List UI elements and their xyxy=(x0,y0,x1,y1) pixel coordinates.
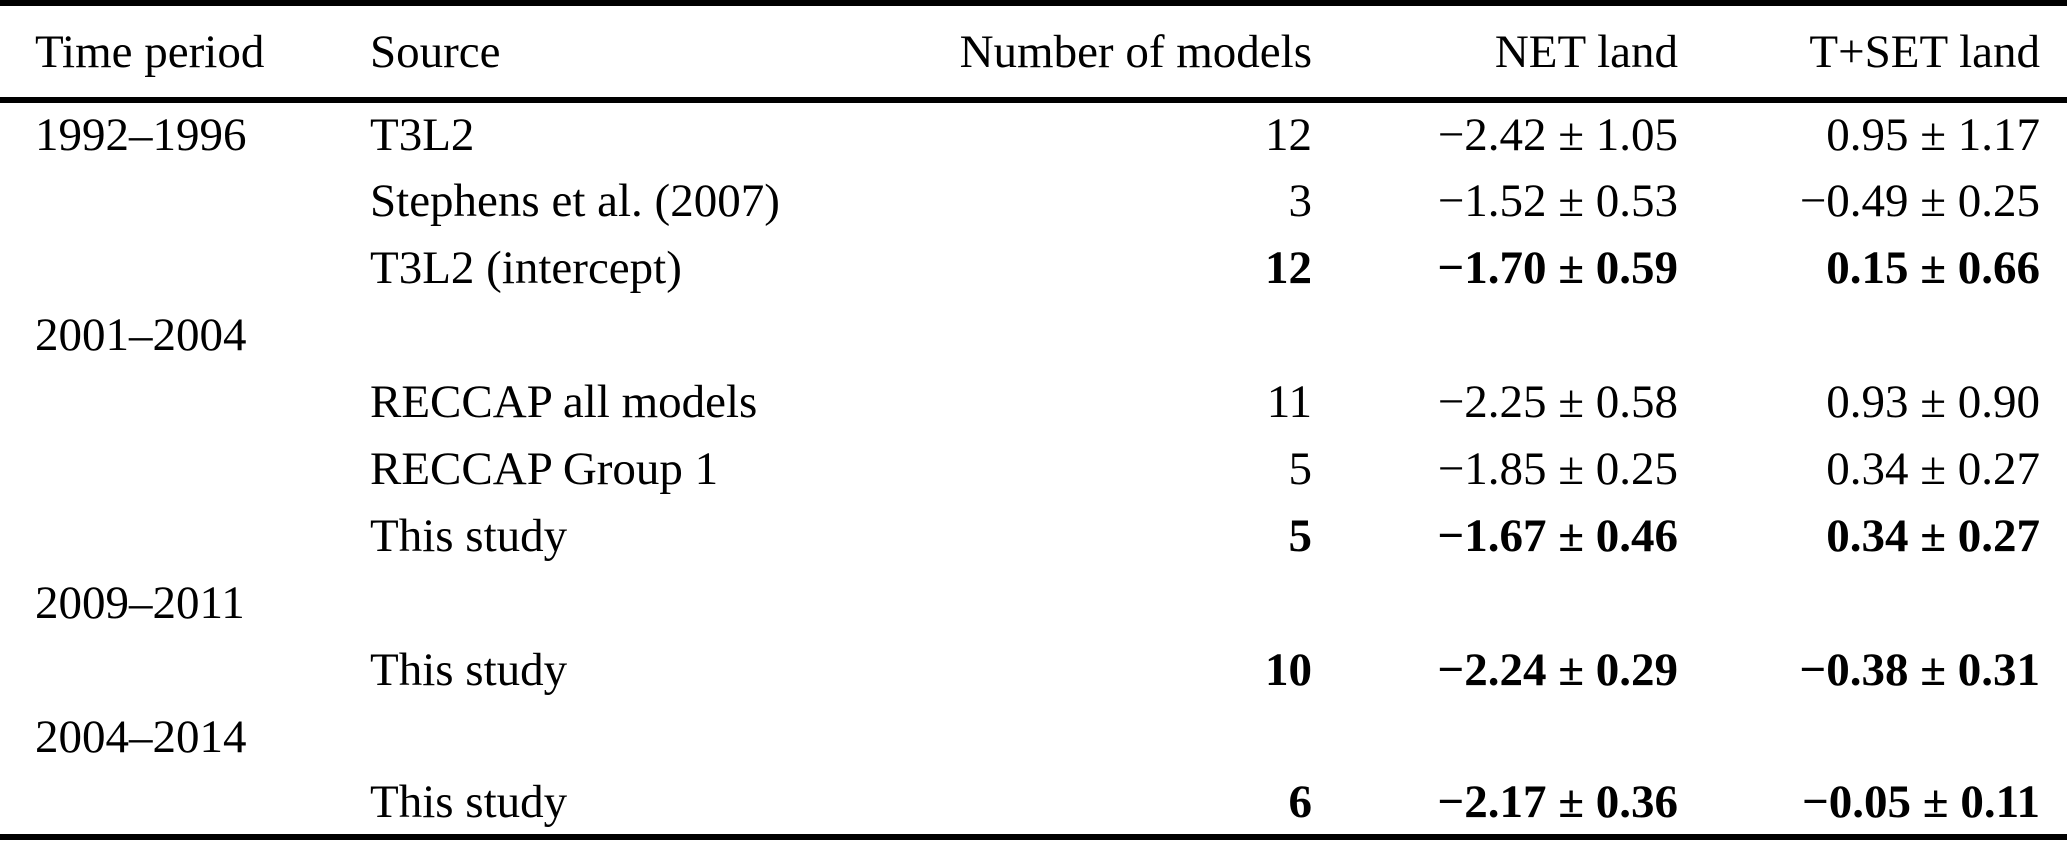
cell-t-set-land xyxy=(1678,301,2067,368)
cell-time-period xyxy=(0,770,370,837)
cell-source xyxy=(370,703,910,770)
cell-number-of-models xyxy=(910,569,1312,636)
table-row: 2009–2011 xyxy=(0,569,2067,636)
cell-t-set-land: −0.38 ± 0.31 xyxy=(1799,643,2040,696)
column-header-time-period: Time period xyxy=(0,3,370,103)
cell-net-land xyxy=(1312,301,1678,368)
header-row: Time period Source Number of models NET lan… xyxy=(0,3,2067,103)
cell-t-set-land: 0.95 ± 1.17 xyxy=(1826,109,2040,161)
cell-time-period xyxy=(0,167,370,234)
cell-net-land: −1.52 ± 0.53 xyxy=(1437,174,1678,227)
table-row: 2004–2014 xyxy=(0,703,2067,770)
cell-time-period: 2001–2004 xyxy=(35,308,247,361)
table-row: RECCAP Group 1 5 −1.85 ± 0.25 0.34 ± 0.27 xyxy=(0,435,2067,502)
cell-source: Stephens et al. (2007) xyxy=(370,174,780,227)
cell-net-land: −1.70 ± 0.59 xyxy=(1437,241,1678,294)
cell-number-of-models: 11 xyxy=(1266,375,1312,428)
column-header-net-land: NET land xyxy=(1312,3,1678,103)
cell-source xyxy=(370,301,910,368)
cell-number-of-models: 5 xyxy=(1288,509,1313,562)
table-row: This study 10 −2.24 ± 0.29 −0.38 ± 0.31 xyxy=(0,636,2067,703)
table-row: This study 5 −1.67 ± 0.46 0.34 ± 0.27 xyxy=(0,502,2067,569)
cell-number-of-models: 10 xyxy=(1265,643,1312,696)
cell-number-of-models: 5 xyxy=(1288,442,1313,495)
cell-net-land: −1.85 ± 0.25 xyxy=(1437,442,1678,495)
table-row: Stephens et al. (2007) 3 −1.52 ± 0.53 −0.49… xyxy=(0,167,2067,234)
cell-net-land: −2.24 ± 0.29 xyxy=(1437,643,1678,696)
cell-net-land: −2.17 ± 0.36 xyxy=(1437,776,1678,828)
cell-t-set-land xyxy=(1678,569,2067,636)
column-header-t-set-land: T+SET land xyxy=(1678,3,2067,103)
cell-t-set-land: 0.15 ± 0.66 xyxy=(1826,241,2040,294)
cell-time-period: 2009–2011 xyxy=(35,576,245,629)
cell-time-period: 1992–1996 xyxy=(35,109,247,161)
cell-number-of-models: 12 xyxy=(1265,109,1312,161)
cell-t-set-land xyxy=(1678,703,2067,770)
cell-time-period xyxy=(0,502,370,569)
column-header-number-of-models: Number of models xyxy=(910,3,1312,103)
cell-source: RECCAP all models xyxy=(370,375,758,428)
table-row: T3L2 (intercept) 12 −1.70 ± 0.59 0.15 ± 0.6… xyxy=(0,234,2067,301)
cell-number-of-models: 3 xyxy=(1288,174,1313,227)
results-table: Time period Source Number of models NET lan… xyxy=(0,0,2067,840)
cell-net-land: −2.25 ± 0.58 xyxy=(1437,375,1678,428)
column-header-source: Source xyxy=(370,3,910,103)
cell-t-set-land: 0.34 ± 0.27 xyxy=(1826,509,2040,562)
cell-net-land xyxy=(1312,703,1678,770)
cell-source: This study xyxy=(370,643,568,696)
cell-time-period xyxy=(0,435,370,502)
cell-number-of-models: 6 xyxy=(1288,776,1313,828)
cell-t-set-land: 0.34 ± 0.27 xyxy=(1826,442,2040,495)
cell-number-of-models: 12 xyxy=(1265,241,1312,294)
cell-time-period xyxy=(0,234,370,301)
table-row: 1992–1996 T3L2 12 −2.42 ± 1.05 0.95 ± 1.17 xyxy=(0,100,2067,167)
cell-net-land: −2.42 ± 1.05 xyxy=(1437,109,1678,161)
cell-net-land: −1.67 ± 0.46 xyxy=(1437,509,1678,562)
table-row: 2001–2004 xyxy=(0,301,2067,368)
cell-number-of-models xyxy=(910,703,1312,770)
cell-net-land xyxy=(1312,569,1678,636)
table-row: RECCAP all models 11 −2.25 ± 0.58 0.93 ± 0.… xyxy=(0,368,2067,435)
cell-t-set-land: −0.05 ± 0.11 xyxy=(1802,776,2040,828)
cell-source: T3L2 (intercept) xyxy=(370,241,682,294)
cell-source: This study xyxy=(370,776,568,828)
cell-source: This study xyxy=(370,509,568,562)
cell-t-set-land: −0.49 ± 0.25 xyxy=(1799,174,2040,227)
cell-time-period xyxy=(0,368,370,435)
cell-source: RECCAP Group 1 xyxy=(370,442,719,495)
cell-time-period: 2004–2014 xyxy=(35,710,247,763)
cell-t-set-land: 0.93 ± 0.90 xyxy=(1826,375,2040,428)
cell-time-period xyxy=(0,636,370,703)
table-row: This study 6 −2.17 ± 0.36 −0.05 ± 0.11 xyxy=(0,770,2067,837)
cell-number-of-models xyxy=(910,301,1312,368)
cell-source xyxy=(370,569,910,636)
table-body: 1992–1996 T3L2 12 −2.42 ± 1.05 0.95 ± 1.17 St… xyxy=(0,100,2067,837)
cell-source: T3L2 xyxy=(370,109,475,161)
